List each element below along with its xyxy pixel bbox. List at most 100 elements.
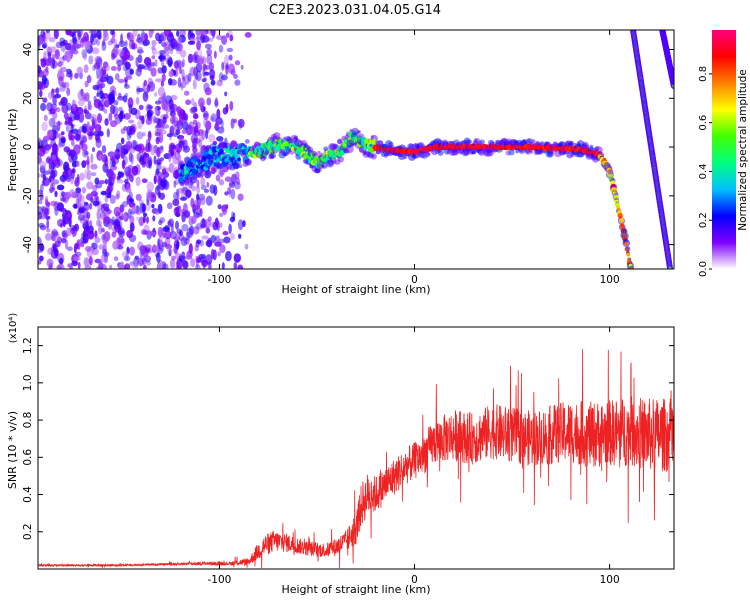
noise-blob xyxy=(77,191,82,203)
noise-blob xyxy=(134,144,143,152)
noise-blob xyxy=(137,54,143,64)
noise-blob xyxy=(91,30,97,36)
noise-blob xyxy=(53,169,58,178)
noise-blob xyxy=(158,34,164,42)
noise-blob xyxy=(203,110,209,121)
noise-blob xyxy=(157,242,161,254)
noise-blob xyxy=(40,58,47,68)
noise-blob xyxy=(225,103,229,113)
noise-blob xyxy=(181,68,185,80)
noise-blob xyxy=(214,50,217,59)
noise-blob xyxy=(109,264,113,269)
noise-blob xyxy=(65,42,72,51)
noise-blob xyxy=(126,170,131,181)
noise-blob xyxy=(96,30,102,40)
noise-blob xyxy=(116,148,120,154)
noise-blob xyxy=(180,83,184,91)
noise-blob xyxy=(202,113,209,118)
noise-blob xyxy=(59,85,66,92)
noise-blob xyxy=(229,101,234,111)
noise-blob xyxy=(166,247,173,253)
noise-blob xyxy=(158,230,163,239)
track-halo xyxy=(229,141,238,150)
noise-blob xyxy=(218,179,225,186)
noise-blob xyxy=(90,163,98,170)
noise-blob xyxy=(151,204,155,209)
noise-blob xyxy=(103,30,107,41)
noise-blob xyxy=(66,68,72,74)
noise-blob xyxy=(209,116,215,122)
track-halo xyxy=(245,158,252,166)
noise-blob xyxy=(83,32,89,42)
track-halo xyxy=(345,145,354,154)
noise-blob xyxy=(68,217,72,228)
noise-blob xyxy=(126,246,130,255)
noise-blob xyxy=(117,171,125,178)
noise-blob xyxy=(101,145,107,154)
noise-blob xyxy=(155,168,160,176)
noise-blob xyxy=(39,165,46,174)
track-point xyxy=(219,148,224,154)
noise-blob xyxy=(244,32,252,38)
noise-blob xyxy=(178,230,183,237)
noise-blob xyxy=(192,146,198,154)
noise-blob xyxy=(163,179,169,190)
noise-blob xyxy=(58,141,62,148)
noise-blob xyxy=(228,223,232,234)
noise-blob xyxy=(171,255,176,261)
track-point xyxy=(624,242,629,246)
noise-blob xyxy=(83,64,89,74)
noise-blob xyxy=(118,227,126,238)
snr-marks xyxy=(38,348,674,569)
snr-y-ticks: 0.2 0.4 0.6 0.8 1.0 1.2 xyxy=(22,337,674,540)
noise-blob xyxy=(67,263,73,268)
noise-blob xyxy=(126,32,131,39)
noise-blob xyxy=(106,128,110,138)
noise-blob xyxy=(107,223,113,230)
track-halo xyxy=(529,150,533,154)
noise-blob xyxy=(60,140,66,148)
track-halo xyxy=(238,164,243,168)
noise-blob xyxy=(113,99,119,106)
noise-blob xyxy=(59,41,66,47)
noise-blob xyxy=(210,79,216,86)
noise-blob xyxy=(186,227,194,239)
noise-blob xyxy=(99,90,104,99)
noise-blob xyxy=(100,155,105,162)
noise-blob xyxy=(185,124,193,129)
noise-blob xyxy=(52,53,56,61)
noise-blob xyxy=(59,174,67,183)
noise-blob xyxy=(172,132,178,137)
noise-blob xyxy=(38,38,42,47)
noise-blob xyxy=(45,55,54,66)
track-halo xyxy=(479,139,485,145)
track-halo xyxy=(264,149,270,155)
noise-blob xyxy=(84,264,92,269)
noise-blob xyxy=(200,184,207,191)
noise-blob xyxy=(212,249,217,261)
noise-blob xyxy=(156,157,161,166)
noise-blob xyxy=(138,104,144,111)
noise-blob xyxy=(157,191,161,199)
noise-blob xyxy=(51,88,59,93)
noise-blob xyxy=(123,113,131,120)
noise-blob xyxy=(55,157,60,162)
noise-blob xyxy=(207,216,212,222)
noise-blob xyxy=(147,130,152,142)
noise-blob xyxy=(123,255,131,262)
noise-blob xyxy=(168,151,172,163)
noise-blob xyxy=(79,140,84,145)
noise-blob xyxy=(102,235,108,245)
noise-blob xyxy=(84,92,90,102)
noise-blob xyxy=(157,203,163,214)
noise-blob xyxy=(185,99,192,105)
noise-blob xyxy=(112,240,119,250)
noise-blob xyxy=(166,202,173,210)
x-tick-label: 0 xyxy=(411,574,418,586)
noise-blob xyxy=(135,209,142,215)
noise-blob xyxy=(123,49,131,60)
aliased-line-0 xyxy=(630,30,674,269)
noise-blob xyxy=(193,226,200,235)
noise-blob xyxy=(223,236,231,244)
noise-blob xyxy=(42,68,49,77)
